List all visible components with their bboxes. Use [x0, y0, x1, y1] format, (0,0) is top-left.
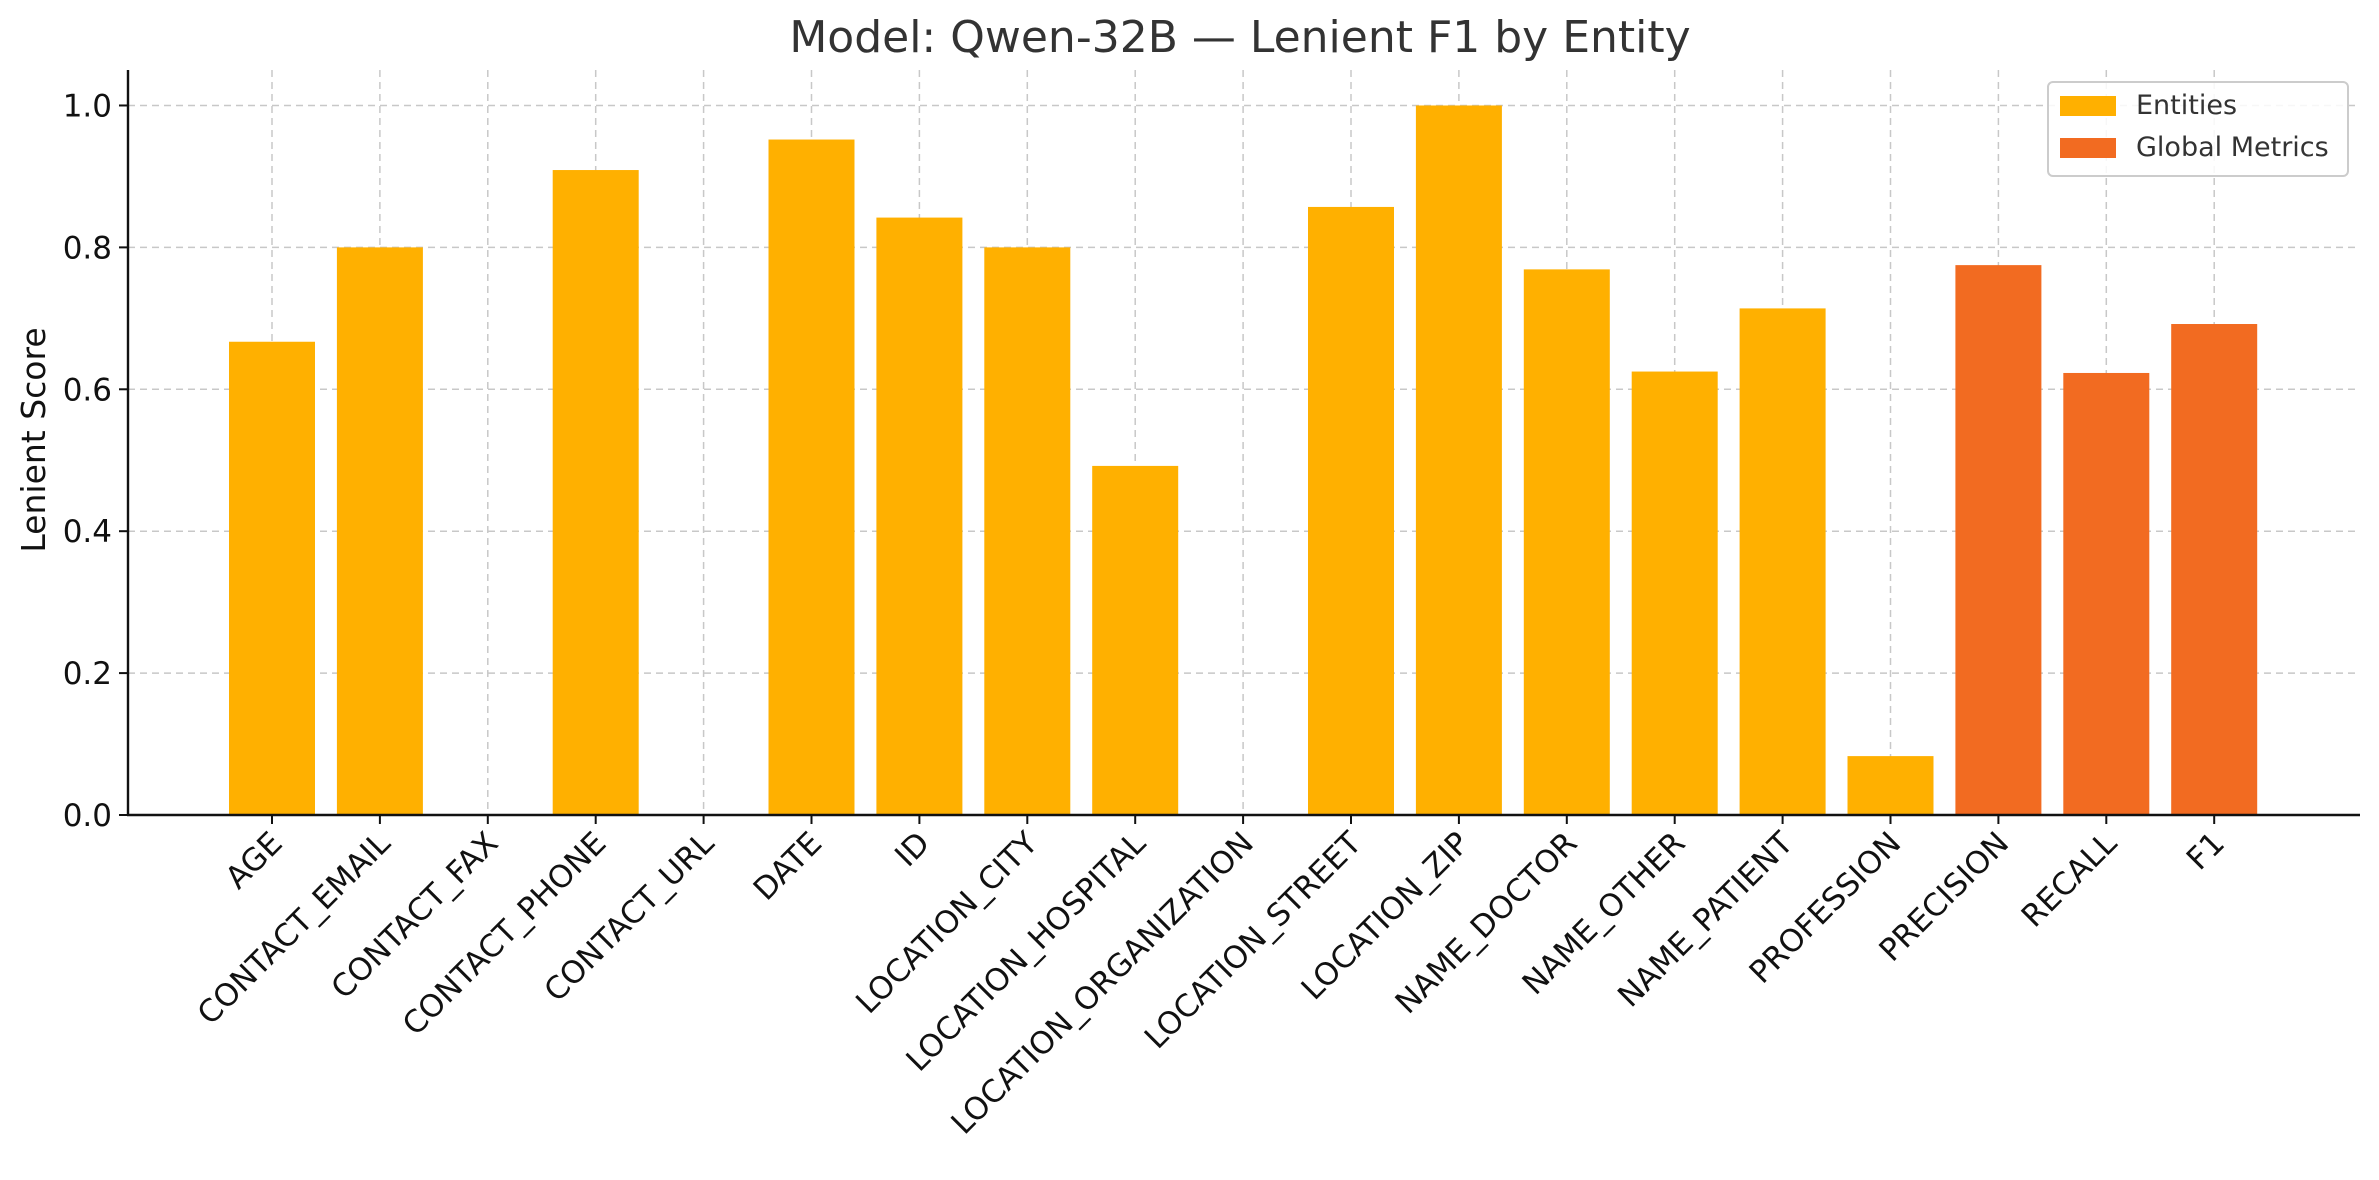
y-axis-label: Lenient Score: [14, 327, 53, 552]
x-tick-label: NAME_DOCTOR: [1389, 825, 1585, 1021]
bar-f1: [2171, 324, 2258, 815]
y-tick-label: 0.0: [63, 798, 112, 834]
bar-location-hospital: [1092, 465, 1179, 815]
legend-frame: [2047, 81, 2349, 177]
chart-title: Model: Qwen-32B — Lenient F1 by Entity: [789, 12, 1690, 63]
y-tick-label: 0.6: [63, 372, 112, 408]
bars: [229, 105, 2258, 816]
bar-profession: [1847, 756, 1934, 815]
bar-contact-phone: [552, 170, 639, 816]
x-tick-label: RECALL: [2015, 825, 2125, 935]
y-tick-label: 0.4: [63, 514, 112, 550]
bar-location-zip: [1415, 105, 1502, 815]
bar-recall: [2063, 372, 2150, 815]
legend-label-global-metrics: Global Metrics: [2136, 132, 2329, 163]
legend-swatch-global-metrics: [2060, 138, 2116, 158]
x-tick-label: F1: [2180, 825, 2232, 877]
x-tick-label: CONTACT_PHONE: [396, 825, 614, 1043]
bar-name-other: [1631, 371, 1718, 815]
legend-label-entities: Entities: [2136, 90, 2237, 121]
y-tick-label: 1.0: [63, 88, 112, 124]
x-tick-label: CONTACT_EMAIL: [191, 825, 398, 1032]
axes: [119, 70, 2360, 824]
y-tick-label: 0.2: [63, 656, 112, 692]
x-tick-label: LOCATION_CITY: [849, 825, 1045, 1021]
y-tick-labels: 0.0 0.2 0.4 0.6 0.8 1.0: [63, 88, 112, 834]
x-tick-label: DATE: [747, 825, 829, 907]
bar-name-patient: [1739, 308, 1826, 815]
x-tick-label: ID: [888, 825, 937, 874]
bar-id: [876, 217, 963, 816]
legend: Entities Global Metrics: [2047, 81, 2349, 177]
y-tick-label: 0.8: [63, 230, 112, 266]
bar-location-city: [984, 247, 1071, 815]
bar-name-doctor: [1523, 269, 1610, 815]
legend-swatch-entities: [2060, 96, 2116, 116]
bar-date: [768, 139, 855, 816]
bar-contact-email: [336, 247, 423, 815]
bar-location-street: [1308, 206, 1394, 815]
bar-precision: [1955, 265, 2042, 816]
bar-age: [229, 341, 315, 815]
x-tick-labels: AGECONTACT_EMAILCONTACT_FAXCONTACT_PHONE…: [191, 824, 2232, 1141]
x-tick-label: AGE: [219, 825, 290, 896]
